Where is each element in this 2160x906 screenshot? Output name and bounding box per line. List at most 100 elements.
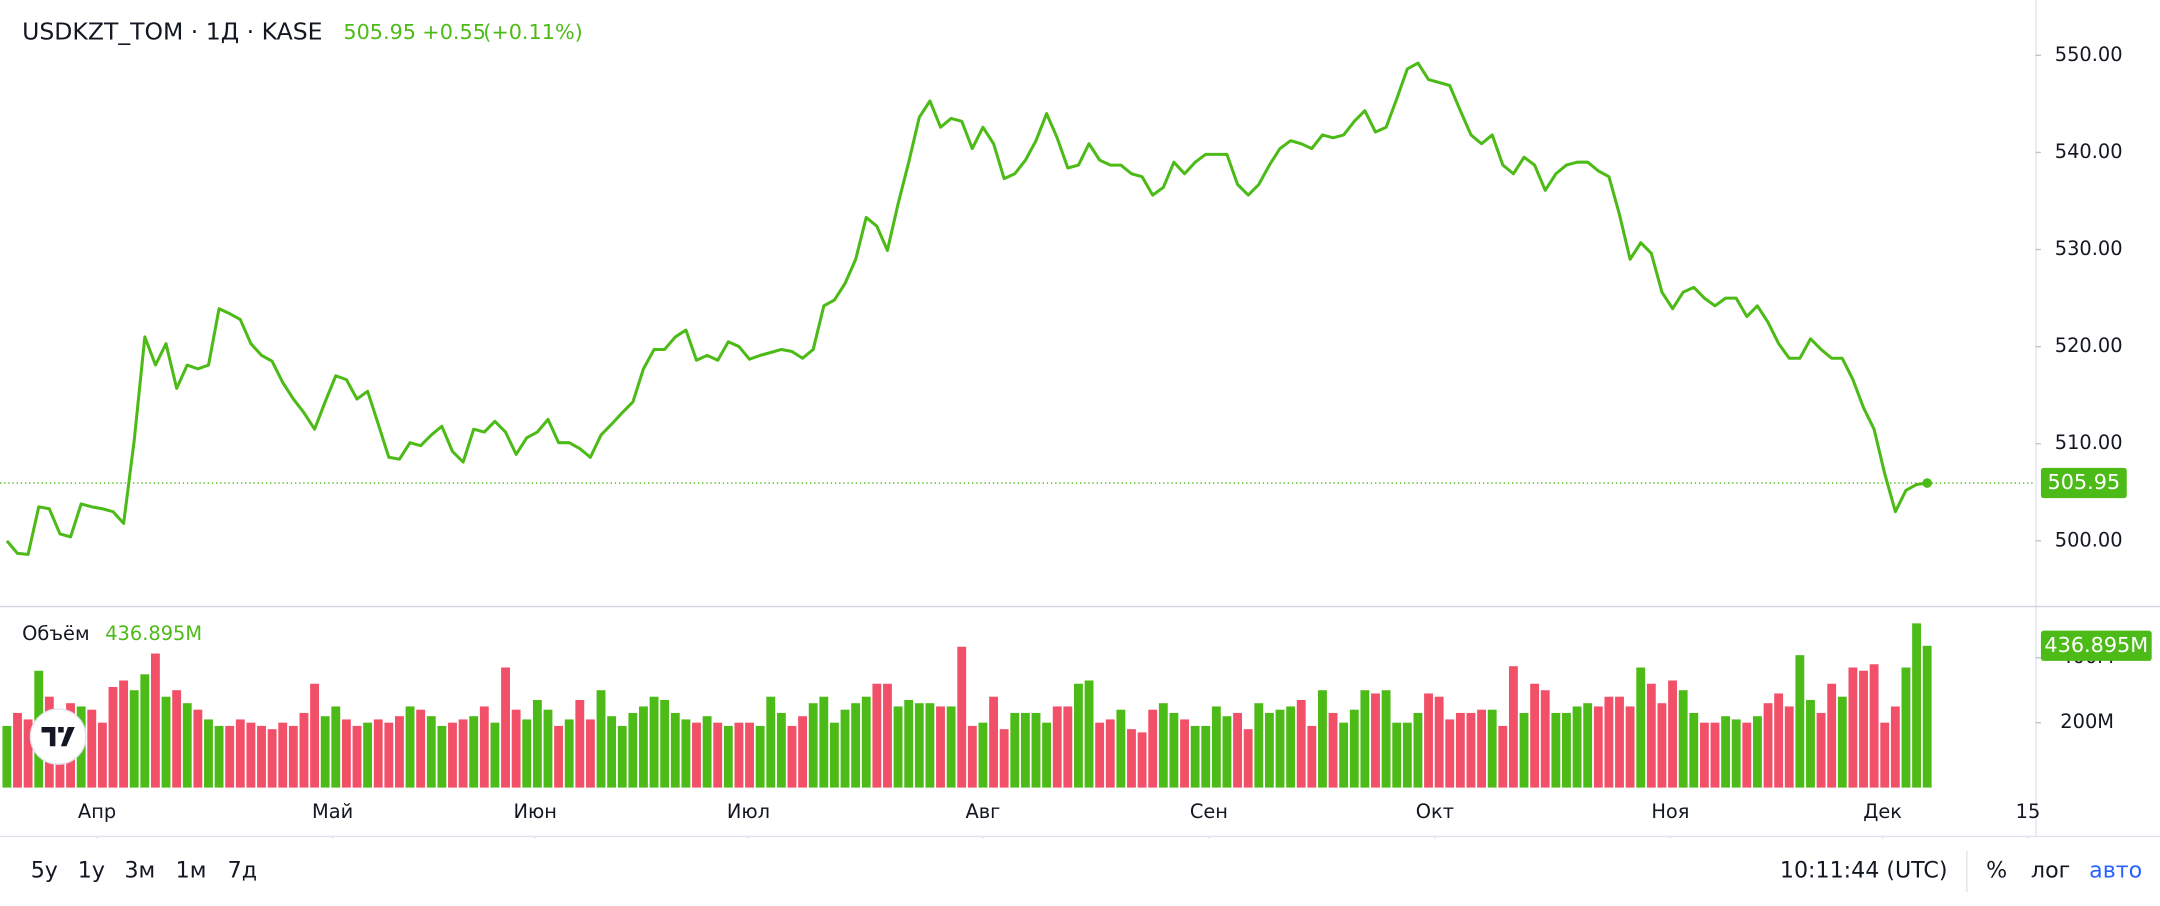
y-tick-label: 540.00	[2055, 140, 2123, 163]
volume-bar	[1190, 725, 1200, 788]
volume-bar	[13, 712, 22, 788]
volume-bar	[808, 703, 818, 788]
volume-bar	[1901, 667, 1911, 788]
volume-bar	[1869, 664, 1879, 788]
volume-bar	[1604, 696, 1614, 788]
volume-bar	[564, 719, 574, 788]
marks: Апр Май Июн Июл Авг Сен Окт Ноя Дек 15 500.00 510.0…	[0, 43, 2152, 839]
volume-bar	[681, 719, 691, 788]
volume-bar	[1328, 712, 1338, 788]
volume-bar	[448, 722, 457, 788]
x-tick-label: Май	[312, 800, 353, 823]
volume-bar	[1211, 706, 1221, 788]
volume-bar	[1307, 725, 1317, 788]
clock: 10:11:44 (UTC)	[1780, 858, 1948, 884]
volume-bar	[936, 706, 945, 788]
scale-option[interactable]: авто	[2089, 858, 2142, 884]
volume-bar	[1466, 712, 1476, 788]
volume-bar	[405, 706, 415, 788]
volume-bar	[829, 722, 839, 788]
volume-bar	[745, 722, 754, 788]
volume-bar	[1455, 712, 1465, 788]
volume-bar	[320, 716, 330, 788]
volume-bar	[1827, 683, 1837, 788]
volume-bar	[511, 709, 521, 788]
range-button[interactable]: 1y	[78, 858, 105, 884]
scale-option[interactable]: %	[1986, 858, 2007, 884]
volume-bar	[1837, 696, 1847, 788]
volume-bar	[1392, 722, 1402, 788]
volume-bar	[469, 716, 479, 788]
volume-bar	[1031, 712, 1041, 788]
volume-bar	[1657, 703, 1667, 788]
volume-bar	[755, 725, 765, 788]
volume-bar	[1148, 709, 1158, 788]
volume-bar	[341, 719, 351, 788]
volume-bar	[1487, 709, 1497, 788]
volume-bar	[660, 699, 670, 788]
range-button[interactable]: 5y	[31, 858, 58, 884]
volume-bar	[872, 683, 882, 788]
volume-bar	[692, 722, 701, 788]
volume-bar	[384, 722, 394, 788]
volume-bar	[787, 725, 797, 788]
volume-bar	[1381, 690, 1391, 788]
volume-bar	[819, 696, 829, 788]
volume-bar	[1434, 696, 1444, 788]
volume-bar	[193, 709, 203, 788]
volume-bar	[458, 719, 468, 788]
price-change-pct: (+0.11%)	[483, 20, 583, 44]
volume-bar	[883, 683, 892, 788]
last-price-tag	[2040, 467, 2127, 499]
scale-option[interactable]: лог	[2031, 858, 2070, 884]
range-button[interactable]: 1м	[176, 858, 207, 884]
range-button[interactable]: 3м	[124, 858, 155, 884]
volume-bar	[999, 729, 1009, 788]
volume-bar	[23, 719, 33, 788]
volume-bar	[1890, 706, 1900, 788]
volume-bar	[861, 696, 871, 788]
volume-bar	[1668, 680, 1677, 788]
volume-bar	[1689, 712, 1699, 788]
volume-bar	[1254, 703, 1264, 788]
x-tick-label: Окт	[1416, 800, 1454, 823]
volume-bar	[1572, 706, 1582, 788]
volume-bar	[1339, 722, 1349, 788]
volume-bar	[904, 699, 914, 788]
volume-bar	[479, 706, 489, 788]
volume-bar	[373, 719, 383, 788]
volume-bar	[1710, 722, 1720, 788]
volume-bar	[108, 686, 118, 788]
volume-bar	[1562, 712, 1571, 788]
volume-bar	[639, 706, 648, 788]
volume-bar	[1848, 667, 1858, 788]
volume-bar	[97, 722, 107, 788]
volume-bar	[914, 703, 924, 788]
volume-bar	[1349, 709, 1359, 788]
volume-bar	[1477, 709, 1487, 788]
volume-bar	[532, 699, 542, 788]
volume-bar	[1371, 693, 1380, 788]
volume-bar	[267, 729, 277, 788]
volume-bar	[204, 719, 213, 788]
volume-bar	[925, 703, 935, 788]
volume-bar	[1243, 729, 1253, 788]
range-button[interactable]: 7д	[228, 858, 257, 884]
volume-bar	[246, 722, 256, 788]
volume-bar	[1880, 722, 1890, 788]
volume-bar	[1636, 667, 1646, 788]
volume-bar	[1296, 699, 1306, 788]
volume-bar	[585, 719, 595, 788]
volume-bar	[172, 690, 182, 788]
volume-bar	[1583, 703, 1593, 788]
volume-tag	[2040, 630, 2152, 661]
volume-bar	[1742, 722, 1752, 788]
x-tick-label: Апр	[78, 800, 116, 823]
volume-bar	[734, 722, 744, 788]
volume-bar	[1540, 690, 1550, 788]
volume-bar	[1445, 719, 1455, 788]
volume-bar	[1158, 703, 1168, 788]
volume-bar	[522, 719, 532, 788]
volume-bar	[798, 716, 808, 788]
